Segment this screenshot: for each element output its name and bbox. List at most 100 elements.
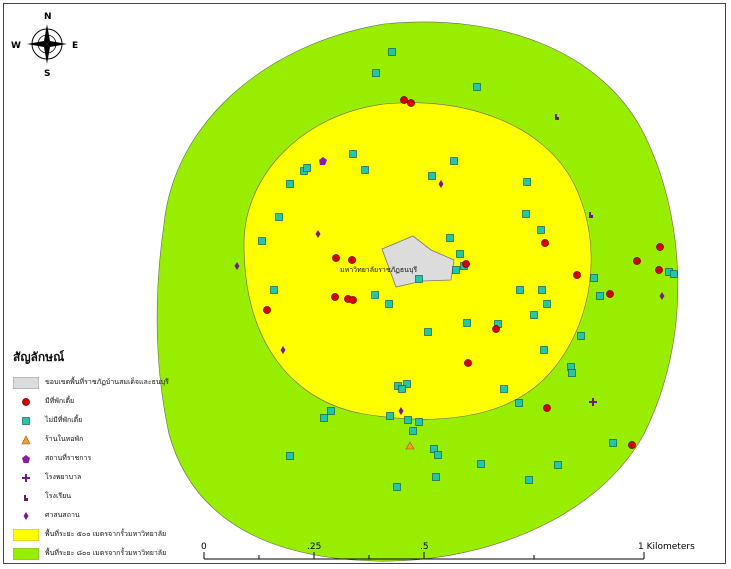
no-dorm-point [590, 274, 598, 282]
green-box-icon [13, 547, 39, 561]
no-dorm-point [404, 416, 412, 424]
no-dorm-point [568, 369, 576, 377]
no-dorm-point [463, 319, 471, 327]
school-point [555, 114, 559, 120]
map-frame: มหาวิทยาลัยราชภัฏธนบุรี N S W E [3, 3, 726, 564]
legend-label: ไม่มีที่พักเตี้ย [45, 416, 83, 424]
no-dorm-point [385, 300, 393, 308]
map-canvas: มหาวิทยาลัยราชภัฏธนบุรี N S W E [11, 12, 695, 562]
no-dorm-point [477, 460, 485, 468]
no-dorm-point [320, 414, 328, 422]
religious-site-point [315, 230, 321, 238]
purple-pentagon-icon [13, 452, 39, 466]
dorm-point [332, 254, 340, 262]
scale-bar: 0 .25 .5 1 Kilometers [201, 542, 695, 560]
legend-label: โรงพยาบาล [45, 473, 82, 481]
no-dorm-point [609, 439, 617, 447]
purple-diamond-icon [13, 509, 39, 523]
no-dorm-point [409, 427, 417, 435]
legend-label: พื้นที่ระยะ ๘๐๐ เมตรจากรั้วมหาวิทยาลัย [45, 549, 167, 557]
no-dorm-point [430, 445, 438, 453]
no-dorm-point [415, 418, 423, 426]
legend-label: ศาสนสถาน [45, 511, 80, 519]
scale-tick-1km: 1 Kilometers [638, 542, 695, 552]
dorm-point [464, 359, 472, 367]
legend-item: โรงเรียน [13, 487, 193, 506]
legend-label: โรงเรียน [45, 492, 71, 500]
no-dorm-point [525, 476, 533, 484]
dorm-point [633, 257, 641, 265]
no-dorm-point [537, 226, 545, 234]
dorm-point [349, 296, 357, 304]
no-dorm-point [516, 286, 524, 294]
no-dorm-point [403, 380, 411, 388]
legend-item: ร้านในหอพัก [13, 430, 193, 449]
purple-cross-icon [13, 471, 39, 485]
legend-label: สถานที่ราชการ [45, 454, 92, 462]
no-dorm-point [372, 69, 380, 77]
compass-w: W [11, 41, 21, 51]
dorm-point [263, 306, 271, 314]
no-dorm-point [530, 311, 538, 319]
dorm-point [628, 441, 636, 449]
legend-item: ขอบเขตพื้นที่ราชภัฏบ้านสมเด็จและธนบุรี [13, 373, 193, 392]
dorm-point [400, 96, 408, 104]
compass-s: S [44, 69, 50, 79]
no-dorm-point [275, 213, 283, 221]
dorm-point [573, 271, 581, 279]
teal-square-icon [13, 414, 39, 428]
no-dorm-point [670, 270, 678, 278]
no-dorm-point [523, 178, 531, 186]
no-dorm-point [349, 150, 357, 158]
no-dorm-point [543, 300, 551, 308]
religious-site-point [234, 262, 240, 270]
legend-item: มีที่พักเตี้ย [13, 392, 193, 411]
legend-label: ร้านในหอพัก [45, 435, 84, 443]
red-circle-icon [13, 395, 39, 409]
compass-e: E [72, 41, 78, 51]
no-dorm-point [554, 461, 562, 469]
dorm-point [348, 256, 356, 264]
no-dorm-point [538, 286, 546, 294]
no-dorm-point [258, 237, 266, 245]
school-point [589, 212, 593, 218]
no-dorm-point [452, 266, 460, 274]
legend-item: ศาสนสถาน [13, 506, 193, 525]
no-dorm-point [522, 210, 530, 218]
dorm-point [492, 325, 500, 333]
no-dorm-point [473, 83, 481, 91]
no-dorm-point [393, 483, 401, 491]
legend-label: ขอบเขตพื้นที่ราชภัฏบ้านสมเด็จและธนบุรี [45, 378, 169, 386]
scale-tick-0: 0 [201, 542, 207, 552]
legend-label: มีที่พักเตี้ย [45, 397, 75, 405]
school-icon-icon [13, 490, 39, 504]
no-dorm-point [432, 473, 440, 481]
dorm-point [543, 404, 551, 412]
no-dorm-point [446, 234, 454, 242]
no-dorm-point [270, 286, 278, 294]
no-dorm-point [371, 291, 379, 299]
map-points [234, 48, 678, 491]
dorm-point [407, 99, 415, 107]
no-dorm-point [361, 166, 369, 174]
compass-rose [27, 24, 67, 64]
no-dorm-point [540, 346, 548, 354]
no-dorm-point [303, 164, 311, 172]
no-dorm-point [577, 332, 585, 340]
legend-item: พื้นที่ระยะ ๕๐๐ เมตรจากรั้วมหาวิทยาลัย [13, 525, 193, 544]
dorm-point [606, 290, 614, 298]
no-dorm-point [434, 451, 442, 459]
legend-item: โรงพยาบาล [13, 468, 193, 487]
dorm-point [541, 239, 549, 247]
no-dorm-point [398, 385, 406, 393]
no-dorm-point [596, 292, 604, 300]
government-point [319, 157, 327, 165]
orange-triangle-icon [13, 433, 39, 447]
shop-point [405, 441, 415, 450]
no-dorm-point [424, 328, 432, 336]
no-dorm-point [456, 250, 464, 258]
legend-item: สถานที่ราชการ [13, 449, 193, 468]
scale-tick-05: .5 [420, 542, 429, 552]
religious-site-point [280, 346, 286, 354]
compass-n: N [44, 12, 52, 22]
